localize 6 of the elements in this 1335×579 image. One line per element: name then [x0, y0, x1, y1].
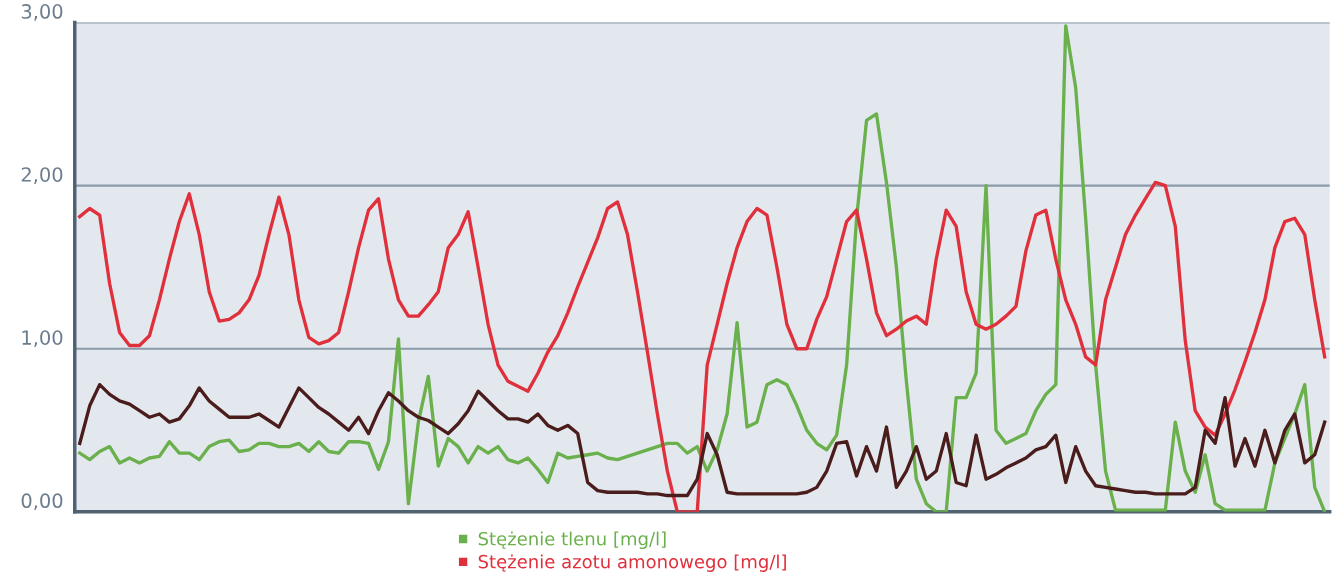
y-tick-label: 2,00: [21, 167, 63, 184]
legend-label: Stężenie tlenu [mg/l]: [478, 531, 666, 550]
legend-label: Stężenie azotu amonowego [mg/l]: [478, 554, 786, 572]
y-tick-label: 0,00: [21, 493, 63, 511]
y-tick-label: 3,00: [21, 4, 63, 21]
y-tick-label: 1,00: [22, 330, 63, 347]
